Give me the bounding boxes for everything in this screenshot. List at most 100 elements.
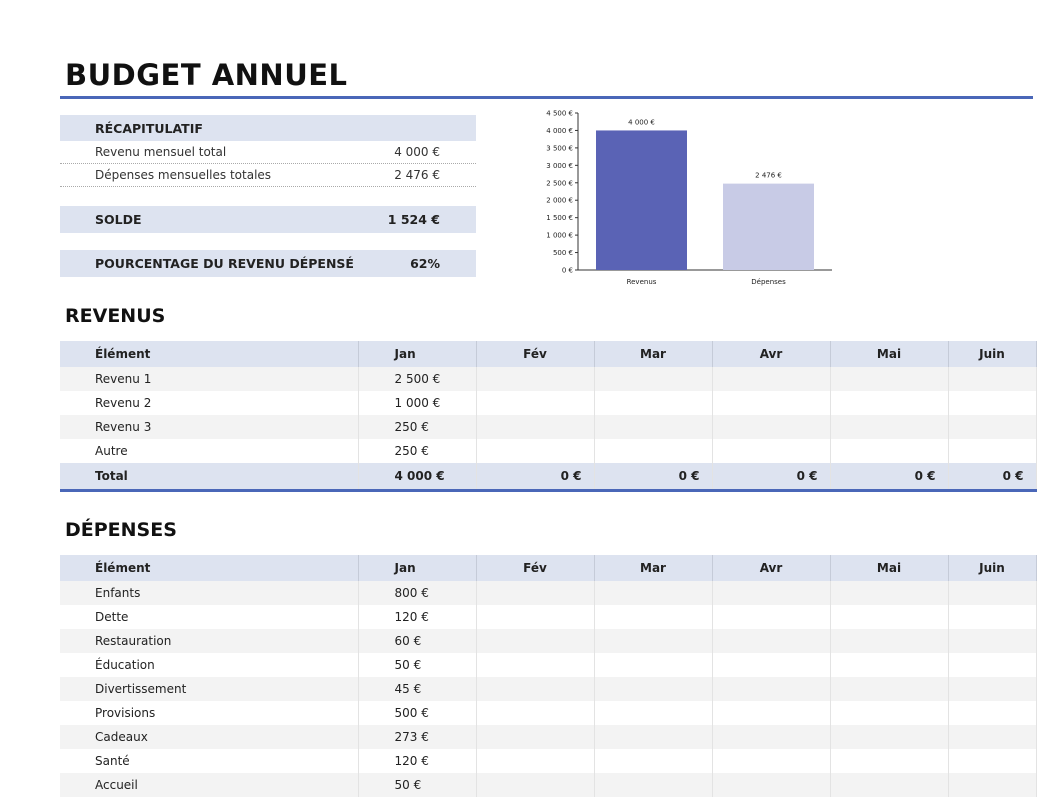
month-cell[interactable] <box>594 439 713 463</box>
month-cell[interactable] <box>948 581 1037 605</box>
month-cell[interactable] <box>712 581 831 605</box>
month-cell[interactable] <box>830 581 949 605</box>
month-cell[interactable] <box>476 391 595 415</box>
jan-cell[interactable]: 60 € <box>358 629 477 653</box>
month-cell[interactable] <box>948 605 1037 629</box>
month-cell[interactable] <box>712 725 831 749</box>
month-cell[interactable] <box>476 653 595 677</box>
month-cell[interactable] <box>476 367 595 391</box>
month-cell[interactable] <box>476 725 595 749</box>
month-cell[interactable] <box>594 391 713 415</box>
month-cell[interactable] <box>830 391 949 415</box>
jan-cell[interactable]: 1 000 € <box>358 391 477 415</box>
month-cell[interactable] <box>948 701 1037 725</box>
month-cell[interactable] <box>830 773 949 797</box>
item-cell[interactable]: Cadeaux <box>60 725 359 749</box>
month-cell[interactable] <box>594 629 713 653</box>
month-cell[interactable] <box>594 725 713 749</box>
month-cell[interactable] <box>712 415 831 439</box>
jan-cell[interactable]: 273 € <box>358 725 477 749</box>
month-cell[interactable] <box>830 725 949 749</box>
month-cell[interactable] <box>712 439 831 463</box>
month-cell[interactable] <box>830 629 949 653</box>
item-cell[interactable]: Revenu 3 <box>60 415 359 439</box>
month-cell[interactable] <box>594 701 713 725</box>
month-cell[interactable] <box>476 749 595 773</box>
month-cell[interactable] <box>594 367 713 391</box>
month-cell[interactable] <box>476 581 595 605</box>
month-cell[interactable] <box>830 367 949 391</box>
item-cell[interactable]: Provisions <box>60 701 359 725</box>
month-cell[interactable] <box>476 415 595 439</box>
jan-cell[interactable]: 45 € <box>358 677 477 701</box>
month-cell[interactable] <box>830 605 949 629</box>
jan-cell[interactable]: 250 € <box>358 415 477 439</box>
summary-row: Revenu mensuel total 4 000 € <box>60 141 476 164</box>
month-cell[interactable] <box>948 725 1037 749</box>
month-cell[interactable] <box>712 701 831 725</box>
item-cell[interactable]: Enfants <box>60 581 359 605</box>
jan-cell[interactable]: 120 € <box>358 749 477 773</box>
y-tick-label: 3 500 € <box>546 144 573 152</box>
total-cell: 0 € <box>594 463 713 492</box>
jan-cell[interactable]: 250 € <box>358 439 477 463</box>
month-cell[interactable] <box>948 415 1037 439</box>
item-cell[interactable]: Revenu 2 <box>60 391 359 415</box>
month-cell[interactable] <box>594 605 713 629</box>
item-cell[interactable]: Éducation <box>60 653 359 677</box>
month-cell[interactable] <box>830 701 949 725</box>
jan-cell[interactable]: 500 € <box>358 701 477 725</box>
month-cell[interactable] <box>712 391 831 415</box>
jan-cell[interactable]: 50 € <box>358 773 477 797</box>
month-cell[interactable] <box>712 653 831 677</box>
month-cell[interactable] <box>948 439 1037 463</box>
month-cell[interactable] <box>948 629 1037 653</box>
y-tick-label: 0 € <box>562 267 573 275</box>
item-cell[interactable]: Accueil <box>60 773 359 797</box>
jan-cell[interactable]: 120 € <box>358 605 477 629</box>
month-cell[interactable] <box>830 653 949 677</box>
month-cell[interactable] <box>476 773 595 797</box>
month-cell[interactable] <box>476 677 595 701</box>
month-cell[interactable] <box>830 677 949 701</box>
column-header: Juin <box>948 555 1037 581</box>
month-cell[interactable] <box>948 391 1037 415</box>
month-cell[interactable] <box>712 605 831 629</box>
month-cell[interactable] <box>594 581 713 605</box>
month-cell[interactable] <box>476 701 595 725</box>
month-cell[interactable] <box>830 415 949 439</box>
column-header: Avr <box>712 341 831 367</box>
item-cell[interactable]: Restauration <box>60 629 359 653</box>
month-cell[interactable] <box>948 653 1037 677</box>
jan-cell[interactable]: 2 500 € <box>358 367 477 391</box>
month-cell[interactable] <box>594 415 713 439</box>
month-cell[interactable] <box>948 749 1037 773</box>
summary-bar-chart: 0 € 500 € 1 000 € 1 500 € 2 000 € 2 500 € 3 00… <box>546 110 832 286</box>
item-cell[interactable]: Revenu 1 <box>60 367 359 391</box>
month-cell[interactable] <box>594 773 713 797</box>
month-cell[interactable] <box>830 439 949 463</box>
item-cell[interactable]: Santé <box>60 749 359 773</box>
month-cell[interactable] <box>712 677 831 701</box>
jan-cell[interactable]: 50 € <box>358 653 477 677</box>
month-cell[interactable] <box>476 605 595 629</box>
month-cell[interactable] <box>712 367 831 391</box>
percentage-value: 62% <box>410 256 440 271</box>
month-cell[interactable] <box>594 653 713 677</box>
month-cell[interactable] <box>712 773 831 797</box>
column-header: Mar <box>594 341 713 367</box>
month-cell[interactable] <box>948 367 1037 391</box>
item-cell[interactable]: Autre <box>60 439 359 463</box>
month-cell[interactable] <box>594 677 713 701</box>
month-cell[interactable] <box>476 629 595 653</box>
month-cell[interactable] <box>948 773 1037 797</box>
month-cell[interactable] <box>712 749 831 773</box>
month-cell[interactable] <box>830 749 949 773</box>
month-cell[interactable] <box>712 629 831 653</box>
jan-cell[interactable]: 800 € <box>358 581 477 605</box>
month-cell[interactable] <box>948 677 1037 701</box>
month-cell[interactable] <box>594 749 713 773</box>
item-cell[interactable]: Divertissement <box>60 677 359 701</box>
item-cell[interactable]: Dette <box>60 605 359 629</box>
month-cell[interactable] <box>476 439 595 463</box>
